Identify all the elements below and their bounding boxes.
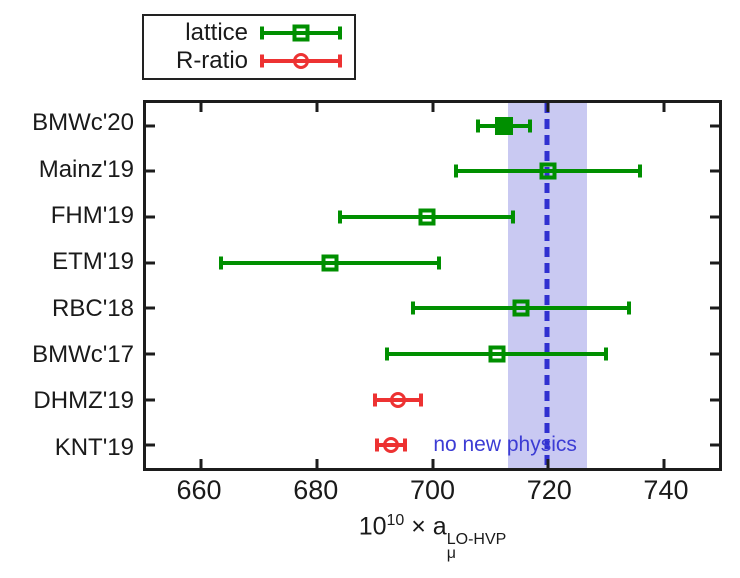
errorbar-line [413,306,630,311]
y-axis-tick [710,306,719,310]
legend-sample-rratio [260,50,342,72]
legend-label-lattice: lattice [185,19,248,47]
x-tick-label: 680 [293,475,339,505]
y-axis-category-label: RBC'18 [52,294,134,322]
y-axis-category-label: Mainz'19 [38,155,134,183]
errorbar-line [456,169,640,174]
y-axis-labels: BMWc'20 Mainz'19 FHM'19 ETM'19 RBC'18 BMWc'17… [0,100,134,471]
errorbar-line [340,215,514,220]
x-tick-label: 660 [176,475,222,505]
errorbar-cap-left-icon [385,347,390,361]
errorbar-cap-left-icon [219,256,224,270]
open-circle-marker-icon [293,52,309,69]
open-circle-marker-icon [389,391,406,408]
legend-label-rratio: R-ratio [175,46,248,74]
y-axis-tick [710,261,719,265]
y-axis-tick [146,398,155,402]
x-axis-title-subsup: LO-HVP μ [446,531,507,562]
x-axis-tick [199,103,203,112]
errorbar-cap-left-icon [411,301,416,315]
x-tick-label: 700 [409,475,456,505]
y-axis-tick [710,124,719,128]
legend-errorbar-cap-right-icon [338,54,342,68]
y-axis-category-label: ETM'19 [52,248,134,276]
open-circle-marker-icon [382,437,399,454]
y-axis-tick [146,306,155,310]
x-tick-label: 720 [526,475,572,505]
y-axis-category-label: DHMZ'19 [33,387,134,415]
legend-errorbar-cap-left-icon [260,26,264,40]
y-axis-tick [146,352,155,356]
legend-item-lattice: lattice [150,21,342,45]
x-axis-tick-labels: 660 680 700 720 740 [143,475,722,507]
errorbar-cap-right-icon [511,210,516,224]
errorbar-cap-right-icon [627,301,632,315]
open-square-marker-icon [488,345,506,363]
errorbar-cap-right-icon [637,164,642,178]
y-axis-tick [146,215,155,219]
x-axis-title-exponent: 10 [386,512,405,529]
y-axis-category-label: KNT'19 [54,433,134,461]
legend-errorbar-cap-right-icon [338,26,342,40]
x-axis-title-symbol: × a [404,512,447,541]
open-square-marker-icon [321,254,339,272]
x-axis-title-superscript: LO-HVP [446,531,507,549]
open-square-marker-icon [512,299,530,317]
x-axis-tick [546,103,550,112]
x-axis-tick [315,459,319,468]
errorbar-line [221,260,440,265]
errorbar-line [387,351,606,356]
legend-sample-lattice [260,22,342,44]
x-axis-title-coeff: 10 [358,512,387,541]
errorbar-cap-right-icon [437,256,442,270]
x-axis-tick [546,459,550,468]
y-axis-tick [146,124,155,128]
y-axis-tick [710,352,719,356]
open-square-marker-icon [539,162,557,180]
no-new-physics-dotted-line [544,103,550,468]
x-axis-tick [431,103,434,112]
y-axis-tick [146,443,155,447]
legend-box: lattice R-ratio [142,14,356,80]
y-axis-tick [710,169,719,173]
legend-errorbar-line [262,31,340,36]
legend-errorbar-cap-left-icon [260,54,264,68]
y-axis-tick [146,261,155,265]
open-square-marker-icon [292,24,310,42]
y-axis-category-label: BMWc'17 [32,341,134,369]
x-tick-label: 740 [643,475,689,505]
filled-square-marker-icon [495,116,514,135]
x-axis-tick [199,459,203,468]
y-axis-category-label: FHM'19 [50,201,134,229]
errorbar-cap-right-icon [402,438,407,452]
errorbar-cap-right-icon [528,119,533,133]
x-axis-tick [662,459,666,468]
errorbar-cap-left-icon [454,164,459,178]
x-axis-title-subscript: μ [446,544,456,562]
errorbar-cap-right-icon [418,393,423,407]
plot-area: no new physics [143,100,722,471]
x-axis-tick [315,103,319,112]
legend-item-rratio: R-ratio [150,46,342,74]
errorbar-cap-left-icon [372,393,377,407]
y-axis-tick [146,169,155,173]
errorbar-cap-left-icon [375,438,380,452]
errorbar-cap-left-icon [338,210,343,224]
open-square-marker-icon [418,208,436,226]
x-axis-tick [662,103,666,112]
y-axis-tick [710,215,719,219]
x-axis-title: 1010 × a LO-HVP μ [143,511,722,561]
y-axis-tick [710,398,719,402]
errorbar-cap-right-icon [603,347,608,361]
x-axis-tick [431,459,434,468]
y-axis-tick [710,443,719,447]
y-axis-category-label: BMWc'20 [32,109,134,137]
no-new-physics-annotation: no new physics [433,432,577,456]
errorbar-cap-left-icon [476,119,481,133]
